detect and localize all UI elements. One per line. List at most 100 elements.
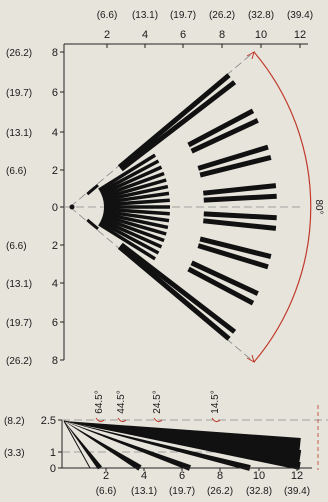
- bottom-axis-paren-label: (6.6): [96, 486, 117, 497]
- side-beam: [64, 421, 142, 471]
- top-axis-paren-label: (26.2): [209, 10, 235, 21]
- bottom-axis-paren-labels: (6.6) (13.1) (19.7) (26.2) (32.8) (39.4): [96, 486, 310, 497]
- side-angle-label: 64.5°: [94, 390, 105, 413]
- bottom-axis-tick-label: 4: [141, 470, 147, 482]
- arc-arrow-bottom: [246, 354, 255, 364]
- bottom-axis-paren-label: (39.4): [284, 486, 310, 497]
- detection-beam: [117, 73, 231, 170]
- side-left-axis-paren-label: (3.3): [4, 448, 25, 459]
- left-axis-tick-label: 2: [52, 165, 58, 177]
- detection-beam: [102, 178, 167, 200]
- left-axis-tick-label: 6: [52, 317, 58, 329]
- detection-beam: [102, 184, 169, 203]
- side-angle-label: 44.5°: [116, 390, 127, 413]
- detection-beam: [99, 159, 160, 194]
- left-axis-paren-label: (19.7): [6, 88, 32, 99]
- bottom-axis-tick-label: 12: [291, 470, 303, 482]
- detection-beam: [199, 154, 272, 178]
- top-view-pattern: (6.6) (13.1) (19.7) (26.2) (32.8) (39.4) 2 4 6 8…: [6, 10, 324, 367]
- detection-beam: [103, 191, 170, 205]
- detection-beam: [199, 236, 272, 260]
- detection-beam: [187, 266, 255, 306]
- top-axis-paren-label: (39.4): [287, 10, 313, 21]
- top-axis-tick-label: 4: [142, 29, 148, 41]
- top-axis-paren-label: (19.7): [170, 10, 196, 21]
- left-axis-paren-label: (26.2): [6, 48, 32, 59]
- side-left-axis-tick-label: 1: [50, 447, 56, 459]
- top-axis-tick-label: 8: [219, 29, 225, 41]
- side-angle-marker: [153, 417, 163, 423]
- left-axis-paren-label: (13.1): [6, 128, 32, 139]
- side-left-axis-tick-label: 2.5: [41, 415, 56, 427]
- detection-beam: [197, 144, 269, 171]
- side-left-axis-tick-label: 0: [50, 463, 56, 475]
- detection-beam: [99, 220, 160, 255]
- left-axis-tick-label: 6: [52, 87, 58, 99]
- bottom-axis-paren-label: (13.1): [131, 486, 157, 497]
- side-angle-label: 24.5°: [152, 390, 163, 413]
- side-beam: [64, 421, 102, 470]
- left-axis-tick-label: 8: [52, 47, 58, 59]
- top-axis-paren-label: (32.8): [248, 10, 274, 21]
- bottom-axis-tick-label: 6: [179, 470, 185, 482]
- left-axis-tick-label: 2: [52, 240, 58, 252]
- left-axis-paren-label: (26.2): [6, 356, 32, 367]
- left-axis-tick-label: 4: [52, 278, 58, 290]
- arc-arrow-top: [246, 50, 255, 60]
- detection-beam: [119, 80, 237, 172]
- top-axis-tick-label: 12: [294, 29, 306, 41]
- detection-beam: [203, 218, 277, 231]
- detection-beam: [203, 183, 277, 196]
- detection-beam: [103, 207, 170, 216]
- bottom-axis-tick-labels: 2 4 6 8 10 12: [103, 468, 303, 482]
- top-axis-paren-label: (6.6): [97, 10, 118, 21]
- top-axis-tick-label: 6: [180, 29, 186, 41]
- top-axis-tick-label: 10: [255, 29, 267, 41]
- bottom-axis-paren-label: (32.8): [246, 486, 272, 497]
- top-axis-tick-label: 2: [104, 29, 110, 41]
- side-beams: [63, 420, 302, 471]
- left-axis-paren-label: (13.1): [6, 279, 32, 290]
- left-axis-labels: (26.2) 8 (19.7) 6 (13.1) 4 (6.6) 2 0 (6.6) 2 (13.1)…: [6, 47, 64, 367]
- bottom-axis-tick-label: 8: [217, 470, 223, 482]
- side-angle-labels: 64.5° 44.5° 24.5° 14.5°: [94, 390, 221, 423]
- side-left-axis-paren-label: (8.2): [4, 416, 25, 427]
- left-axis-paren-label: (6.6): [6, 241, 27, 252]
- side-beam-edge: [63, 420, 91, 469]
- detection-beam: [103, 209, 170, 223]
- detection-beam: [101, 171, 165, 198]
- detection-beam: [103, 198, 170, 207]
- side-angle-marker: [117, 417, 127, 423]
- left-axis-paren-label: (6.6): [6, 166, 27, 177]
- bottom-axis-paren-label: (19.7): [169, 486, 195, 497]
- left-axis-paren-label: (19.7): [6, 318, 32, 329]
- side-beam: [64, 421, 191, 471]
- detection-beam: [203, 211, 277, 221]
- bottom-axis-tick-label: 2: [103, 470, 109, 482]
- top-axis-paren-label: (13.1): [132, 10, 158, 21]
- detection-beam: [86, 183, 99, 196]
- coverage-arc: [253, 51, 312, 363]
- side-view-pattern: (8.2) 2.5(3.3) 10 2 4 6 8 10 12 (6.6) (13.1) (19.…: [4, 390, 328, 497]
- coverage-angle-label: 80°: [313, 199, 324, 214]
- bottom-axis-tick-label: 10: [253, 470, 265, 482]
- left-axis-tick-label: 8: [52, 355, 58, 367]
- detection-beam: [102, 214, 167, 236]
- detection-beam: [101, 216, 165, 243]
- detection-beam: [187, 108, 255, 148]
- detection-beam: [197, 243, 269, 270]
- side-angle-marker: [95, 417, 105, 423]
- top-axis-paren-labels: (6.6) (13.1) (19.7) (26.2) (32.8) (39.4): [97, 10, 313, 21]
- detection-beam: [100, 218, 163, 249]
- detection-beam: [100, 165, 163, 196]
- detection-beam: [86, 218, 99, 231]
- side-angle-marker: [211, 417, 221, 423]
- detection-beam: [119, 242, 237, 334]
- detection-beams: [86, 73, 277, 341]
- detection-beam: [190, 118, 259, 154]
- sensor-dot: [69, 204, 75, 210]
- side-beam: [64, 421, 251, 471]
- side-beam-edge: [63, 420, 301, 469]
- top-axis-tick-labels: 2 4 6 8 10 12: [104, 29, 306, 48]
